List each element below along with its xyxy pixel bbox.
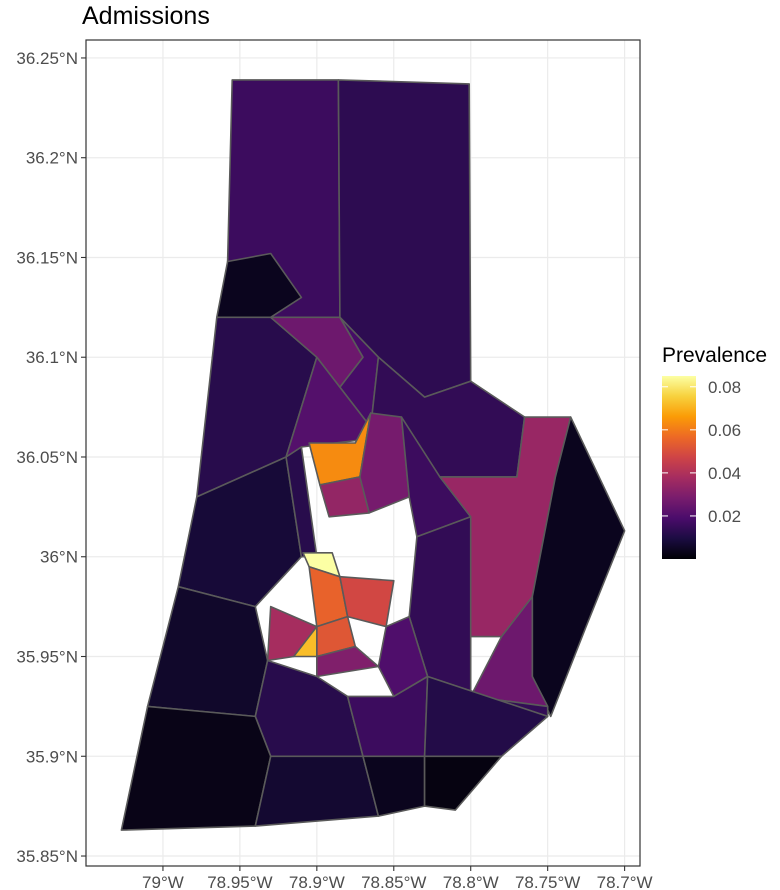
legend-tick-label: 0.06 (708, 421, 741, 440)
x-tick-label: 78.85°W (361, 873, 426, 890)
legend-ticks: 0.08 0.06 0.04 0.02 (662, 378, 741, 526)
region-southeast-corner (423, 755, 503, 811)
x-tick-label: 78.75°W (515, 873, 580, 890)
x-tick-label: 78.95°W (207, 873, 272, 890)
census-tract-regions (120, 79, 626, 831)
panel-border (85, 39, 641, 867)
x-tick-label: 78.8°W (443, 873, 499, 890)
legend-tick-label: 0.04 (708, 464, 741, 483)
region-south-d (254, 755, 380, 827)
legend: Prevalence 0.08 0.06 0.04 0.02 (662, 344, 767, 559)
region-south-central (266, 605, 318, 662)
y-tick-label: 36°N (40, 548, 78, 567)
legend-title: Prevalence (662, 344, 767, 367)
y-tick-label: 35.85°N (16, 847, 78, 866)
legend-colorbar (662, 376, 696, 559)
region-northwest-corner (216, 252, 303, 319)
y-tick-label: 36.1°N (26, 348, 78, 367)
region-west-mid (177, 456, 303, 608)
y-tick-label: 36.2°N (26, 149, 78, 168)
y-tick-label: 36.15°N (16, 248, 78, 267)
map-panel (85, 39, 641, 867)
x-tick-label: 78.7°W (597, 873, 653, 890)
chart-title: Admissions (82, 2, 210, 30)
region-east-mid (469, 595, 549, 708)
y-tick-label: 35.9°N (26, 747, 78, 766)
legend-tick-label: 0.02 (708, 507, 741, 526)
x-tick-label: 78.9°W (289, 873, 345, 890)
y-tick-label: 36.25°N (16, 49, 78, 68)
y-tick-label: 35.95°N (16, 648, 78, 667)
x-axis: 79°W 78.95°W 78.9°W 78.85°W 78.8°W 78.75°W 78.… (142, 866, 653, 890)
y-axis: 36.25°N 36.2°N 36.15°N 36.1°N 36.05°N 36°N 35.… (16, 49, 86, 866)
y-tick-label: 36.05°N (16, 448, 78, 467)
region-southwest-b (120, 705, 272, 831)
x-tick-label: 79°W (142, 873, 184, 890)
legend-tick-label: 0.08 (708, 378, 741, 397)
